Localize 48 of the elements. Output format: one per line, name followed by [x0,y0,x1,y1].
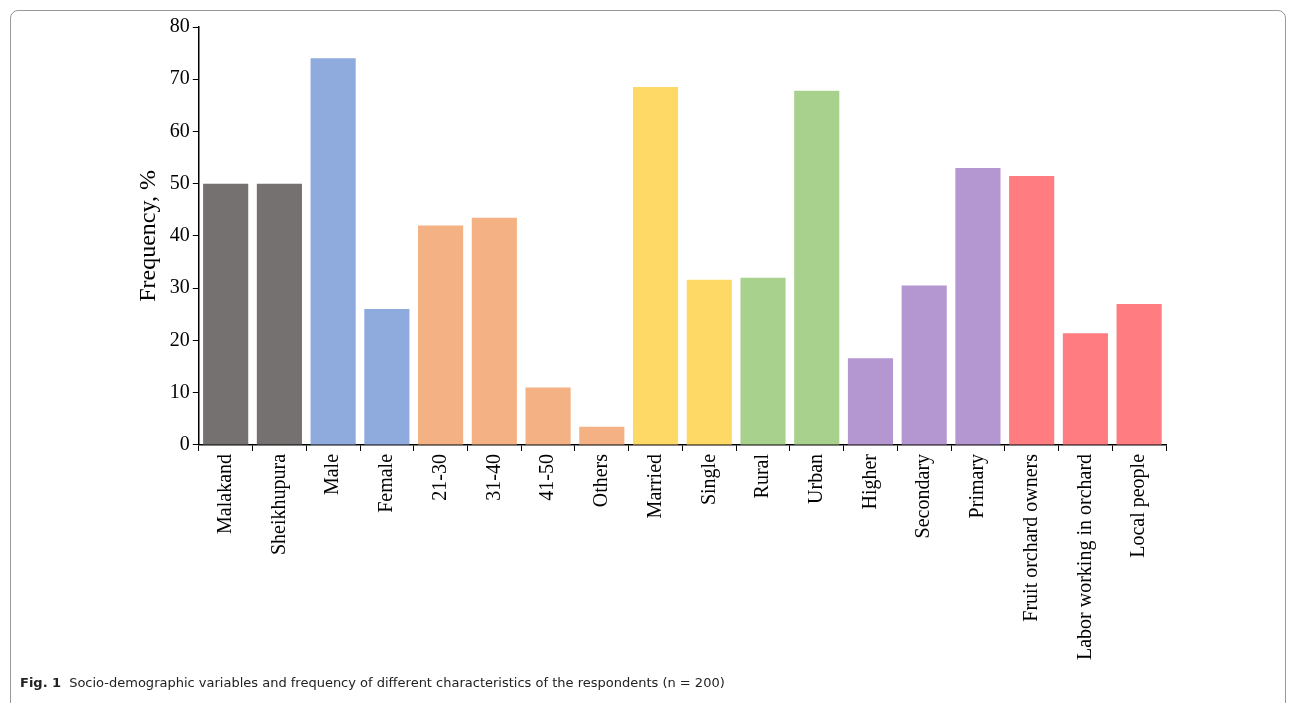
y-tick-label: 40 [169,223,190,246]
bar [632,87,679,445]
x-tick-label: Married [642,453,665,519]
x-tick-label: Malakand [212,453,235,534]
x-tick-label: Female [374,453,397,513]
bar [794,90,840,445]
x-tick-label: Single [696,453,720,506]
y-tick-label: 60 [169,118,190,141]
bar [1062,333,1108,445]
bar [256,183,302,445]
y-axis-title: Frequency, % [133,170,160,302]
bar [471,217,517,445]
y-tick-label: 70 [169,66,190,89]
bar [310,58,356,445]
text: Socio-demographic variables and frequency of different characteristics of the respondents (n = 200) [69,675,725,690]
x-tick-label: Sheikhupura [266,453,290,556]
y-tick-label: 30 [169,275,190,298]
bar [686,279,732,445]
bar [740,277,786,445]
bar [1009,175,1055,445]
y-tick-label: 80 [169,14,190,37]
bar [525,387,571,445]
bar [579,426,625,445]
y-tick-label: 20 [169,327,190,350]
x-tick-label: 21-30 [427,453,450,501]
x-tick-label: Higher [857,453,881,510]
x-tick-label: Labor working in orchard [1072,453,1096,660]
x-tick-label: 31-40 [481,453,504,501]
x-tick-label: Local people [1126,453,1150,558]
y-tick-label: 10 [169,379,190,402]
x-tick-label: Urban [803,453,826,504]
bar [955,168,1001,445]
bar [1116,303,1162,445]
x-tick-label: Male [320,453,343,496]
bar [418,225,464,445]
x-tick-label: Secondary [911,453,935,539]
y-tick-label: 0 [179,432,190,455]
x-tick-label: Others [589,453,612,508]
bar [364,309,410,445]
caption: Fig. 1 [20,675,62,690]
x-tick-label: Primary [965,453,989,519]
x-tick-label: Rural [750,453,773,499]
x-tick-label: Fruit orchard owners [1018,453,1041,622]
x-tick-label: 41-50 [535,453,558,501]
bar [901,285,947,445]
bar [847,358,894,445]
bar [203,183,249,445]
y-tick-label: 50 [169,170,190,193]
